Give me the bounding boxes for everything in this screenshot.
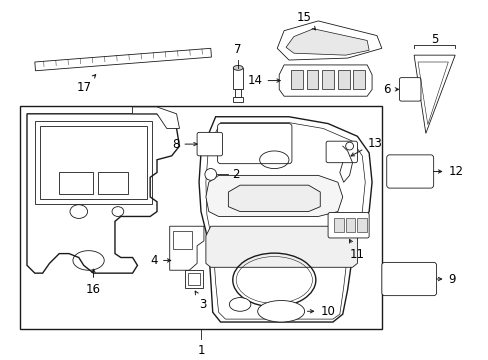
Polygon shape [169,226,203,270]
Text: 16: 16 [86,269,101,296]
Bar [337,70,349,89]
FancyBboxPatch shape [399,78,420,101]
Text: 3: 3 [195,291,206,311]
Ellipse shape [257,301,304,322]
Bar [98,172,127,194]
Text: 7: 7 [234,43,242,56]
Text: 14: 14 [247,74,280,87]
Bar [233,68,243,89]
FancyBboxPatch shape [197,132,222,156]
Text: 15: 15 [296,10,315,30]
Bar [353,70,365,89]
Bar [290,70,302,89]
Bar [345,219,355,232]
Bar [233,97,243,102]
Polygon shape [228,185,320,212]
Polygon shape [27,114,179,273]
Polygon shape [277,21,381,60]
Bar [59,172,93,194]
Polygon shape [205,226,357,267]
Bar [185,270,203,288]
Bar [35,121,152,204]
Ellipse shape [233,66,243,70]
Text: 12: 12 [433,165,462,178]
Bar [333,219,343,232]
FancyBboxPatch shape [217,123,291,164]
Text: 10: 10 [307,305,334,318]
Polygon shape [285,29,368,55]
Text: 1: 1 [197,343,204,356]
Text: 11: 11 [349,239,364,261]
Polygon shape [132,107,179,129]
Polygon shape [199,117,371,322]
Polygon shape [35,48,211,71]
Ellipse shape [204,168,216,180]
Text: 17: 17 [76,75,96,94]
Bar [172,231,192,249]
FancyBboxPatch shape [325,141,357,163]
Bar [357,219,366,232]
Text: 8: 8 [172,138,197,150]
Text: 4: 4 [150,254,170,267]
Text: 5: 5 [430,33,437,46]
Text: 9: 9 [436,273,455,285]
Polygon shape [279,65,371,96]
Bar [188,273,200,285]
Bar [306,70,318,89]
Ellipse shape [345,142,353,150]
FancyBboxPatch shape [327,212,368,238]
Bar [40,126,147,199]
Text: 13: 13 [350,137,381,156]
Polygon shape [205,175,342,216]
Polygon shape [413,55,454,133]
FancyBboxPatch shape [386,155,433,188]
Bar [20,106,381,329]
Bar [235,89,241,97]
Text: 2: 2 [232,168,239,181]
Bar [322,70,333,89]
Text: 6: 6 [383,83,398,96]
Ellipse shape [229,298,250,311]
FancyBboxPatch shape [381,262,436,296]
